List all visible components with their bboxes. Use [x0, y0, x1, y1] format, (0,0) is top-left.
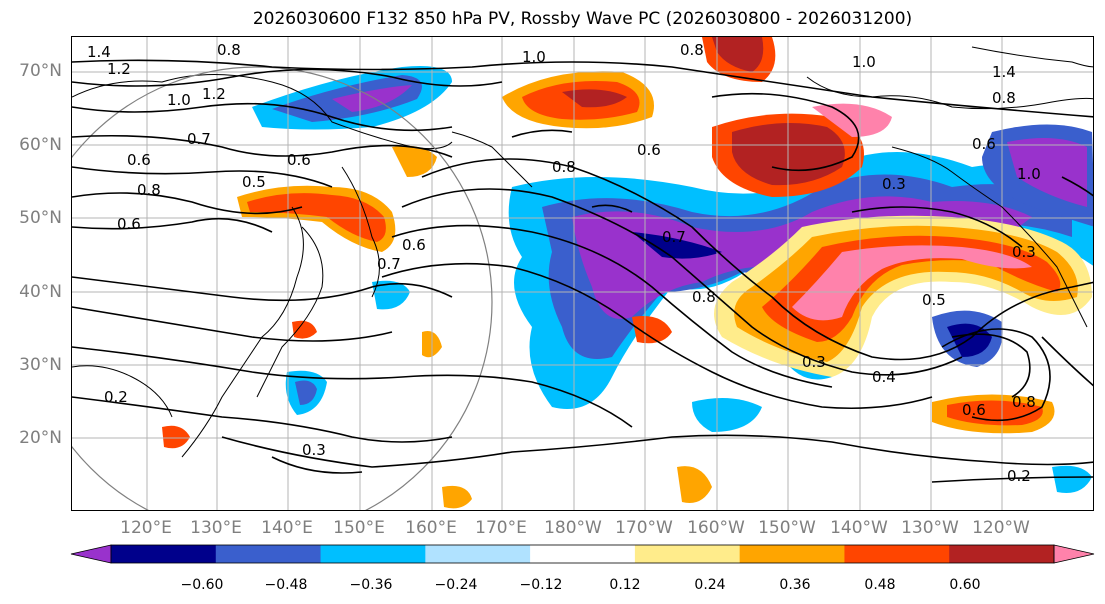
contour-label: 1.4: [87, 43, 111, 61]
lat-label-70n: 70°N: [19, 61, 62, 81]
lat-label-20n: 20°N: [19, 428, 62, 448]
lon-label-160e: 160°E: [405, 518, 457, 538]
contour-label: 0.8: [692, 288, 716, 306]
contour-label-group: 1.4 1.2 1.0 1.2 0.7 0.6 0.8 0.6 0.6 0.5 …: [87, 41, 1041, 485]
lat-label-30n: 30°N: [19, 355, 62, 375]
colorbar-tick-label: −0.24: [434, 577, 478, 593]
contour-label: 0.8: [137, 181, 161, 199]
lon-label-150e: 150°E: [333, 518, 385, 538]
map-panel[interactable]: 1.4 1.2 1.0 1.2 0.7 0.6 0.8 0.6 0.6 0.5 …: [71, 36, 1094, 511]
colorbar-tick-label: −0.60: [180, 577, 224, 593]
contour-label: 0.2: [1007, 467, 1031, 485]
contour-label: 0.3: [802, 353, 826, 371]
lon-label-140w: 140°W: [830, 518, 888, 538]
contour-label: 1.0: [852, 53, 876, 71]
contour-label: 0.6: [962, 401, 986, 419]
contour-label: 0.2: [104, 388, 128, 406]
lat-label-60n: 60°N: [19, 135, 62, 155]
lat-label-40n: 40°N: [19, 282, 62, 302]
pv-shading: [162, 37, 1093, 509]
colorbar-extend-low: [70, 544, 112, 564]
colorbar: [70, 544, 1095, 564]
contour-label: 0.3: [882, 175, 906, 193]
contour-label: 1.2: [202, 85, 226, 103]
lon-label-140e: 140°E: [261, 518, 313, 538]
contour-label: 0.8: [1012, 393, 1036, 411]
contour-label: 1.0: [522, 48, 546, 66]
colorbar-segment: [111, 545, 217, 563]
lon-label-130e: 130°E: [190, 518, 242, 538]
contour-label: 1.0: [1017, 165, 1041, 183]
reference-circle: [72, 66, 493, 510]
contour-label: 0.7: [377, 255, 401, 273]
contour-label: 0.8: [992, 89, 1016, 107]
colorbar-tick-label: −0.48: [264, 577, 308, 593]
lon-label-150w: 150°W: [758, 518, 816, 538]
lat-label-50n: 50°N: [19, 208, 62, 228]
contour-label: 0.3: [302, 441, 326, 459]
colorbar-tick-label: 0.60: [949, 577, 981, 593]
colorbar-segment: [215, 545, 322, 563]
colorbar-svg: [70, 544, 1095, 564]
colorbar-outline: [110, 544, 1055, 564]
colorbar-segment: [739, 545, 845, 563]
colorbar-segment: [530, 545, 636, 563]
contour-label: 0.6: [117, 215, 141, 233]
lon-label-160w: 160°W: [687, 518, 745, 538]
colorbar-tick-label: 0.48: [864, 577, 896, 593]
colorbar-tick-label: 0.24: [694, 577, 726, 593]
lon-label-180w: 180°W: [544, 518, 602, 538]
lon-label-130w: 130°W: [901, 518, 959, 538]
colorbar-segment: [634, 545, 741, 563]
colorbar-tick-label: −0.12: [519, 577, 563, 593]
colorbar-segment: [320, 545, 426, 563]
contour-label: 0.4: [872, 368, 896, 386]
contour-label: 0.7: [662, 228, 686, 246]
lon-label-170w: 170°W: [615, 518, 673, 538]
contour-label: 0.6: [972, 135, 996, 153]
contour-label: 0.8: [680, 41, 704, 59]
lon-label-170e: 170°E: [475, 518, 527, 538]
contour-label: 0.3: [1012, 243, 1036, 261]
contour-label: 0.5: [922, 291, 946, 309]
contour-label: 0.6: [287, 151, 311, 169]
contour-label: 1.4: [992, 63, 1016, 81]
contour-label: 0.6: [127, 151, 151, 169]
pv-contours: [72, 59, 1093, 483]
contour-label: 0.8: [552, 158, 576, 176]
graticule: [72, 37, 1093, 510]
contour-label: 0.6: [637, 141, 661, 159]
colorbar-segment: [949, 545, 1055, 563]
map-canvas: 1.4 1.2 1.0 1.2 0.7 0.6 0.8 0.6 0.6 0.5 …: [72, 37, 1093, 510]
contour-label: 0.7: [187, 130, 211, 148]
lon-label-120e: 120°E: [120, 518, 172, 538]
map-title: 2026030600 F132 850 hPa PV, Rossby Wave …: [252, 9, 913, 29]
contour-label: 0.5: [242, 173, 266, 191]
contour-label: 1.0: [167, 91, 191, 109]
colorbar-segment: [844, 545, 950, 563]
colorbar-tick-label: 0.12: [609, 577, 641, 593]
colorbar-extend-high: [1053, 544, 1095, 564]
colorbar-tick-label: −0.36: [349, 577, 393, 593]
lon-label-120w: 120°W: [972, 518, 1030, 538]
contour-label: 0.8: [217, 41, 241, 59]
colorbar-tick-label: 0.36: [779, 577, 811, 593]
contour-label: 0.6: [402, 236, 426, 254]
contour-label: 1.2: [107, 60, 131, 78]
colorbar-segment: [425, 545, 531, 563]
